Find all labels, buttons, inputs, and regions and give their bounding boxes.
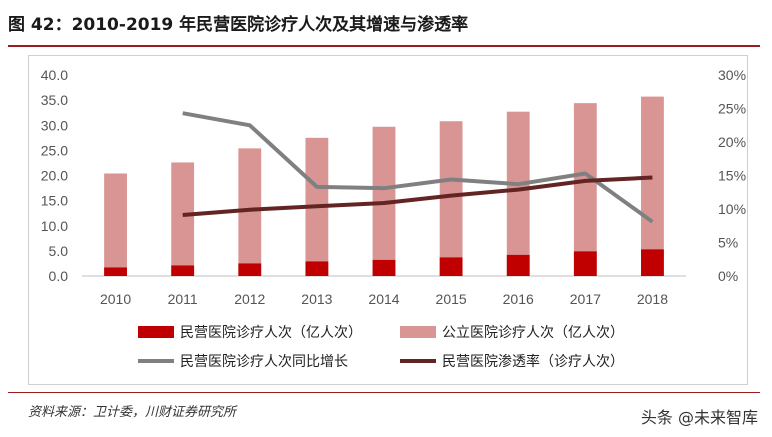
y-left-tick-label: 30.0 [41,117,68,133]
y-left-tick-label: 40.0 [41,67,68,83]
y-left-tick-label: 20.0 [41,168,68,184]
x-tick-label: 2014 [368,291,399,307]
bar-private-hospital-visits [573,251,597,276]
bar-private-hospital-visits [104,267,127,276]
legend-label: 民营医院诊疗人次同比增长 [180,354,348,370]
y-right-tick-label: 25% [718,101,746,117]
line-private-growth-yoy [182,111,654,224]
y-right-tick-label: 30% [718,67,746,83]
title-rule [8,45,760,47]
watermark: 头条 @未来智库 [640,408,758,427]
bar-private-hospital-visits [305,261,329,276]
bar-private-hospital-visits [171,265,195,276]
bar-private-hospital-visits [238,263,262,276]
y-left-tick-label: 0.0 [49,268,69,284]
x-tick-label: 2015 [436,291,467,307]
bar-private-hospital-visits [641,249,664,276]
y-left-tick-label: 35.0 [41,92,68,108]
y-left-tick-label: 5.0 [49,243,69,259]
y-right-tick-label: 0% [718,268,738,284]
x-tick-label: 2017 [570,291,601,307]
line-private-penetration [182,175,653,217]
bar-public-hospital-visits [238,148,262,276]
source-rule [8,392,760,393]
x-tick-label: 2012 [234,291,265,307]
bar-public-hospital-visits [506,111,530,277]
figure-title: 图 42：2010-2019 年民营医院诊疗人次及其增速与渗透率 [8,15,469,35]
legend-label: 民营医院诊疗人次（亿人次） [180,325,362,341]
x-tick-label: 2016 [503,291,534,307]
bar-private-hospital-visits [372,259,396,276]
y-left-tick-label: 15.0 [41,193,68,209]
x-tick-label: 2011 [168,291,198,307]
legend-swatch [400,326,436,338]
bar-public-hospital-visits [104,173,127,276]
legend-label: 公立医院诊疗人次（亿人次） [442,325,624,341]
legend-label: 民营医院渗透率（诊疗人次） [442,353,624,370]
bar-private-hospital-visits [439,257,463,276]
source-note: 资料来源：卫计委，川财证券研究所 [28,405,237,420]
bar-public-hospital-visits [439,121,463,276]
y-right-tick-label: 15% [718,168,746,184]
y-left-tick-label: 10.0 [41,218,68,234]
bar-public-hospital-visits [171,162,195,276]
y-left-tick-label: 25.0 [41,142,68,158]
x-tick-label: 2010 [100,291,131,307]
bar-public-hospital-visits [641,96,664,276]
legend-swatch [138,326,174,338]
y-right-tick-label: 5% [718,235,738,251]
chart: 0.0 5.0 10.0 15.0 20.0 25.0 30.0 35.0 40.0 0% 5% 10… [41,67,746,370]
bar-public-hospital-visits [573,103,597,276]
x-tick-label: 2013 [301,291,332,307]
chart-frame [28,55,748,385]
bar-private-hospital-visits [506,254,530,276]
x-tick-label: 2018 [637,291,668,307]
y-right-tick-label: 20% [718,134,746,150]
y-right-tick-label: 10% [718,201,746,217]
